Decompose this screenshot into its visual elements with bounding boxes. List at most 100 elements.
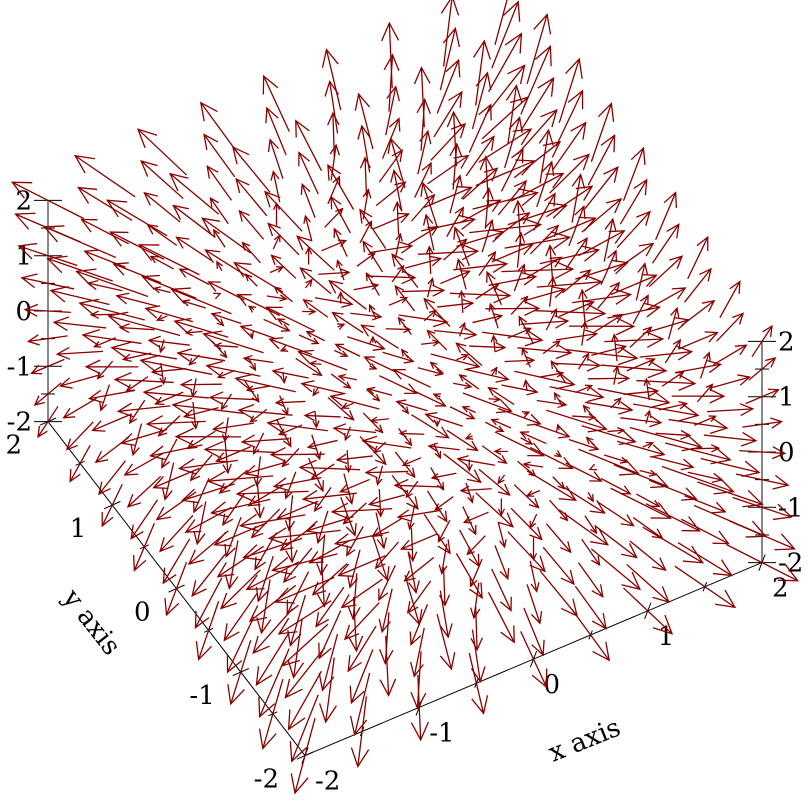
arrow-head [499,539,507,549]
arrow-head [525,490,535,497]
arrow-shaft [278,600,332,635]
arrow [684,267,712,303]
arrow-shaft [240,325,277,340]
arrow-head [432,313,449,328]
arrow-head [295,119,310,138]
arrow [629,426,703,452]
arrow-shaft [309,539,351,564]
arrow-head [113,372,132,389]
arrow-head [497,508,506,517]
arrow-shaft [279,395,289,415]
arrow-head [710,444,721,453]
arrow-head [178,268,190,278]
arrow [98,460,126,496]
arrow-head [146,223,159,235]
arrow-shaft [132,423,143,456]
arrow [577,562,604,598]
arrow-head [210,501,230,518]
arrow-head [636,210,651,226]
arrow [398,428,413,447]
arrow-shaft [384,612,390,664]
arrow-head [591,555,601,567]
arrow-shaft [142,276,197,299]
arrow-shaft [228,540,239,589]
arrow-shaft [214,317,224,326]
arrow-shaft [639,351,692,358]
arrow-head [573,153,590,171]
arrow-shaft [37,405,59,438]
arrow-head [639,294,649,306]
arrow [300,380,345,395]
arrow-head [347,575,359,589]
arrow-shaft [172,404,245,415]
arrow [501,260,575,280]
arrow-shaft [252,608,293,654]
arrow-head [453,154,470,169]
arrow-shaft [353,284,379,291]
arrow-head [148,445,167,461]
arrow-shaft [325,49,342,111]
arrow-head [121,353,132,362]
z-right-tick-label: 2 [778,327,795,357]
arrow-head [270,170,280,181]
arrow [14,212,81,243]
arrow [279,372,288,385]
arrow-head [212,228,221,238]
arrow-head [765,356,777,368]
arrow-shaft [371,418,389,422]
arrow [346,336,386,351]
arrow-shaft [520,631,547,688]
arrow [281,623,329,667]
arrow-head [607,249,618,263]
arrow-head [96,371,105,380]
arrow [263,318,291,332]
arrow [696,383,714,403]
arrow [526,584,543,625]
arrow-head [354,92,371,111]
arrow-shaft [303,492,357,500]
arrow-shaft [399,432,425,435]
arrow-head [442,26,461,48]
arrow-shaft [150,444,203,457]
arrow-shaft [325,657,335,723]
arrow-head [674,316,690,331]
arrow-shaft [148,339,190,346]
arrow [703,431,758,447]
arrow [174,427,242,446]
arrow-shaft [613,242,654,272]
arrow-shaft [699,352,710,379]
arrow [584,401,634,415]
arrow-shaft [449,406,475,420]
arrow-head [708,415,717,422]
arrow-shaft [446,429,478,451]
arrow-shaft [674,565,736,608]
arrow-shaft [341,578,383,608]
arrow-shaft [215,344,238,348]
arrow-shaft [237,490,309,495]
arrow-shaft [266,306,316,332]
arrow [254,532,278,571]
arrow-shaft [286,571,310,615]
arrow-head [349,685,365,705]
arrow [643,377,651,401]
arrow-shaft [283,547,313,583]
arrow-shaft [549,245,554,284]
arrow [267,527,341,546]
arrow-shaft [242,242,261,264]
arrow [494,545,510,581]
arrow-head [574,205,586,220]
arrow [493,447,508,456]
arrow [199,101,239,154]
arrow-shaft [622,147,645,201]
arrow-head [547,202,568,219]
arrow-shaft [726,543,798,582]
arrow-head [682,545,705,564]
arrow-head [46,255,68,274]
arrow [245,561,300,591]
arrow [464,433,474,440]
arrow [639,345,694,361]
arrow-head [360,324,375,337]
arrow-shaft [120,326,155,331]
arrow-shaft [398,317,412,335]
arrow-shaft [267,223,300,256]
